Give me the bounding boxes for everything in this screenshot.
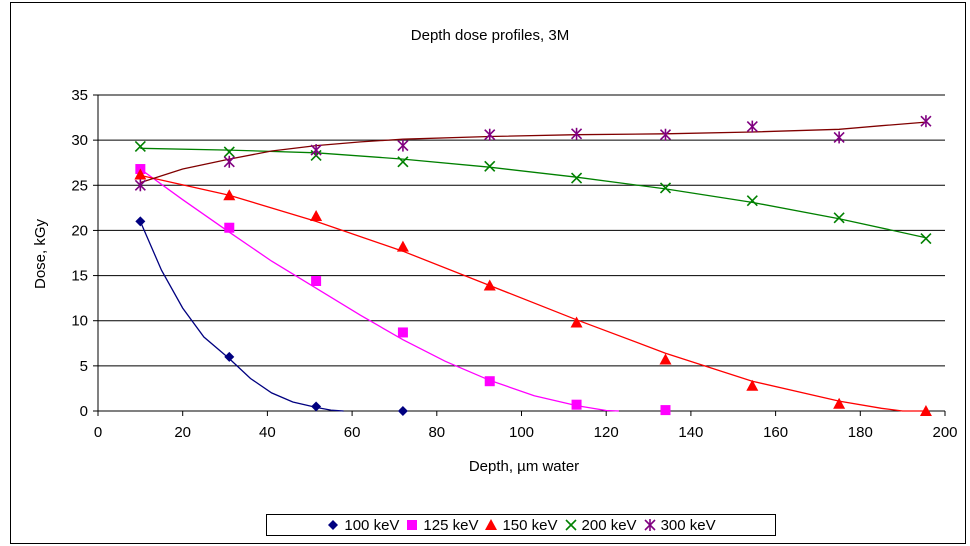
data-point-300-kev — [920, 115, 932, 128]
data-point-200-kev — [570, 172, 583, 184]
legend-label: 300 keV — [660, 516, 716, 534]
legend-marker — [328, 520, 339, 530]
data-point-100-kev — [135, 216, 146, 227]
data-point-300-kev — [310, 144, 322, 157]
trend-line-125-kev — [139, 168, 619, 412]
y-tick-label: 5 — [80, 358, 88, 375]
data-point-200-kev — [484, 160, 496, 172]
data-point-150-kev — [570, 316, 583, 328]
chart-frame — [10, 2, 966, 544]
x-tick-label: 120 — [594, 424, 619, 441]
x-tick-label: 160 — [763, 424, 788, 441]
legend-item-100-kev: 100 keV — [326, 517, 399, 534]
data-point-150-kev — [223, 189, 236, 201]
x-tick-label: 200 — [932, 424, 957, 441]
x-tick-label: 20 — [174, 424, 191, 441]
data-point-100-kev — [397, 406, 408, 416]
data-point-300-kev — [570, 127, 583, 140]
data-point-200-kev — [134, 140, 146, 153]
legend-marker-icon — [407, 520, 418, 530]
y-tick-label: 25 — [71, 177, 88, 194]
grid-lines — [98, 94, 945, 367]
data-point-200-kev — [833, 212, 845, 224]
x-tick-label: 40 — [259, 424, 276, 441]
x-tick-label: 180 — [848, 424, 873, 441]
y-tick-label: 0 — [80, 403, 88, 420]
trend-line-200-kev — [140, 147, 927, 239]
data-point-300-kev — [746, 120, 758, 133]
data-point-125-kev — [484, 376, 495, 387]
legend-item-150-kev: 150 keV — [484, 516, 558, 534]
data-point-300-kev — [833, 131, 845, 144]
data-point-150-kev — [919, 405, 932, 416]
legend-item-125-kev: 125 keV — [405, 517, 478, 534]
legend-marker-icon — [328, 520, 339, 530]
legend-marker — [407, 520, 418, 530]
legend-label: 125 keV — [423, 516, 479, 534]
legend-marker — [485, 519, 498, 530]
data-point-125-kev — [397, 327, 408, 338]
data-point-300-kev — [484, 128, 496, 141]
y-tick-label: 20 — [71, 222, 88, 239]
trend-line-100-kev — [139, 221, 344, 412]
x-axis-label: Depth, µm water — [469, 458, 579, 475]
trend-lines — [139, 121, 927, 412]
legend-marker-icon — [564, 519, 577, 531]
legend-label: 100 keV — [344, 516, 400, 534]
axes — [93, 94, 946, 416]
data-point-125-kev — [224, 222, 235, 233]
x-tick-label: 140 — [678, 424, 703, 441]
data-point-150-kev — [483, 279, 496, 291]
y-tick-label: 10 — [71, 313, 88, 330]
data-point-150-kev — [833, 397, 846, 409]
y-tick-label: 35 — [71, 87, 88, 104]
data-point-200-kev — [397, 156, 409, 168]
y-tick-label: 30 — [71, 132, 88, 149]
legend-item-200-kev: 200 keV — [564, 517, 637, 534]
data-point-300-kev — [134, 179, 146, 192]
data-point-150-kev — [659, 353, 672, 365]
x-tick-label: 80 — [428, 424, 445, 441]
legend-label: 150 keV — [502, 516, 558, 534]
x-tick-label: 100 — [509, 424, 534, 441]
chart-title: Depth dose profiles, 3M — [411, 27, 569, 44]
legend-label: 200 keV — [581, 516, 637, 534]
data-markers — [134, 115, 932, 416]
data-point-300-kev — [397, 139, 409, 152]
y-tick-label: 15 — [71, 268, 88, 285]
data-point-300-kev — [223, 155, 235, 168]
data-point-125-kev — [571, 399, 582, 410]
x-tick-label: 0 — [94, 424, 102, 441]
trend-line-300-kev — [140, 121, 926, 184]
y-axis-label: Dose, kGy — [32, 218, 49, 289]
legend-marker-icon — [485, 519, 498, 530]
legend-item-300-kev: 300 keV — [643, 517, 716, 534]
legend-marker-icon — [643, 519, 656, 531]
data-point-300-kev — [659, 128, 672, 141]
data-point-200-kev — [659, 182, 672, 194]
data-point-125-kev — [311, 275, 322, 286]
data-point-125-kev — [660, 405, 671, 416]
data-point-150-kev — [134, 168, 147, 180]
x-tick-label: 60 — [344, 424, 361, 441]
legend-marker — [643, 519, 656, 531]
data-point-200-kev — [920, 232, 932, 245]
data-point-150-kev — [310, 209, 323, 221]
trend-line-150-kev — [140, 174, 926, 412]
data-point-150-kev — [396, 240, 409, 252]
tick-labels: 0 5 10 15 20 25 30 35 0 20 40 60 80 100 120 140 160 180 20… — [71, 87, 957, 441]
data-point-100-kev — [311, 401, 322, 412]
data-point-100-kev — [224, 351, 235, 362]
legend-marker — [564, 519, 577, 531]
data-point-200-kev — [223, 146, 235, 158]
data-point-200-kev — [746, 195, 758, 207]
legend: 100 keV 125 keV 150 keV 200 keV 300 keV — [266, 514, 776, 536]
data-point-150-kev — [746, 379, 759, 391]
